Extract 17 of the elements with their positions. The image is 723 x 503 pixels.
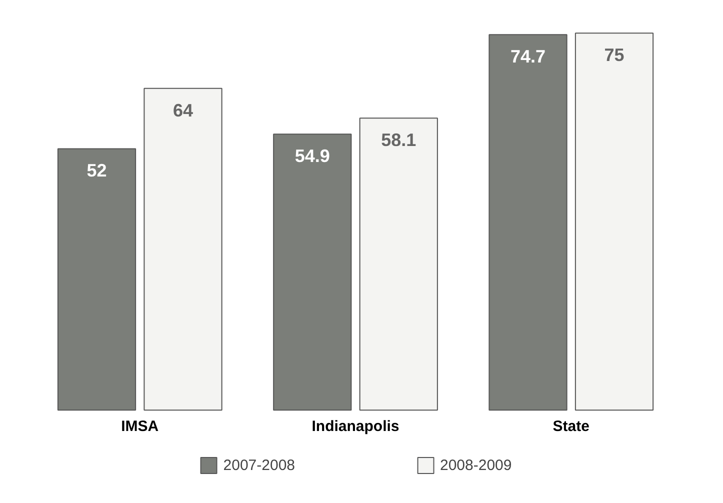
x-tick-label: Indianapolis: [312, 418, 400, 436]
bar: [57, 148, 136, 411]
data-label: 64: [172, 100, 194, 120]
data-label: 52: [86, 160, 107, 181]
data-label: 58.1: [381, 130, 416, 150]
bar: [144, 88, 222, 411]
data-label: 75: [604, 45, 624, 66]
bar: [273, 134, 352, 411]
bar: [359, 118, 438, 411]
data-label: 74.7: [510, 46, 546, 67]
data-label: 54.9: [294, 146, 330, 166]
bar: [488, 34, 568, 411]
legend-label: 2007-2008: [223, 456, 295, 474]
x-tick-label: State: [552, 418, 590, 436]
bar: [574, 32, 654, 411]
legend-label: 2008-2009: [440, 456, 512, 474]
x-tick-label: IMSA: [121, 418, 159, 436]
